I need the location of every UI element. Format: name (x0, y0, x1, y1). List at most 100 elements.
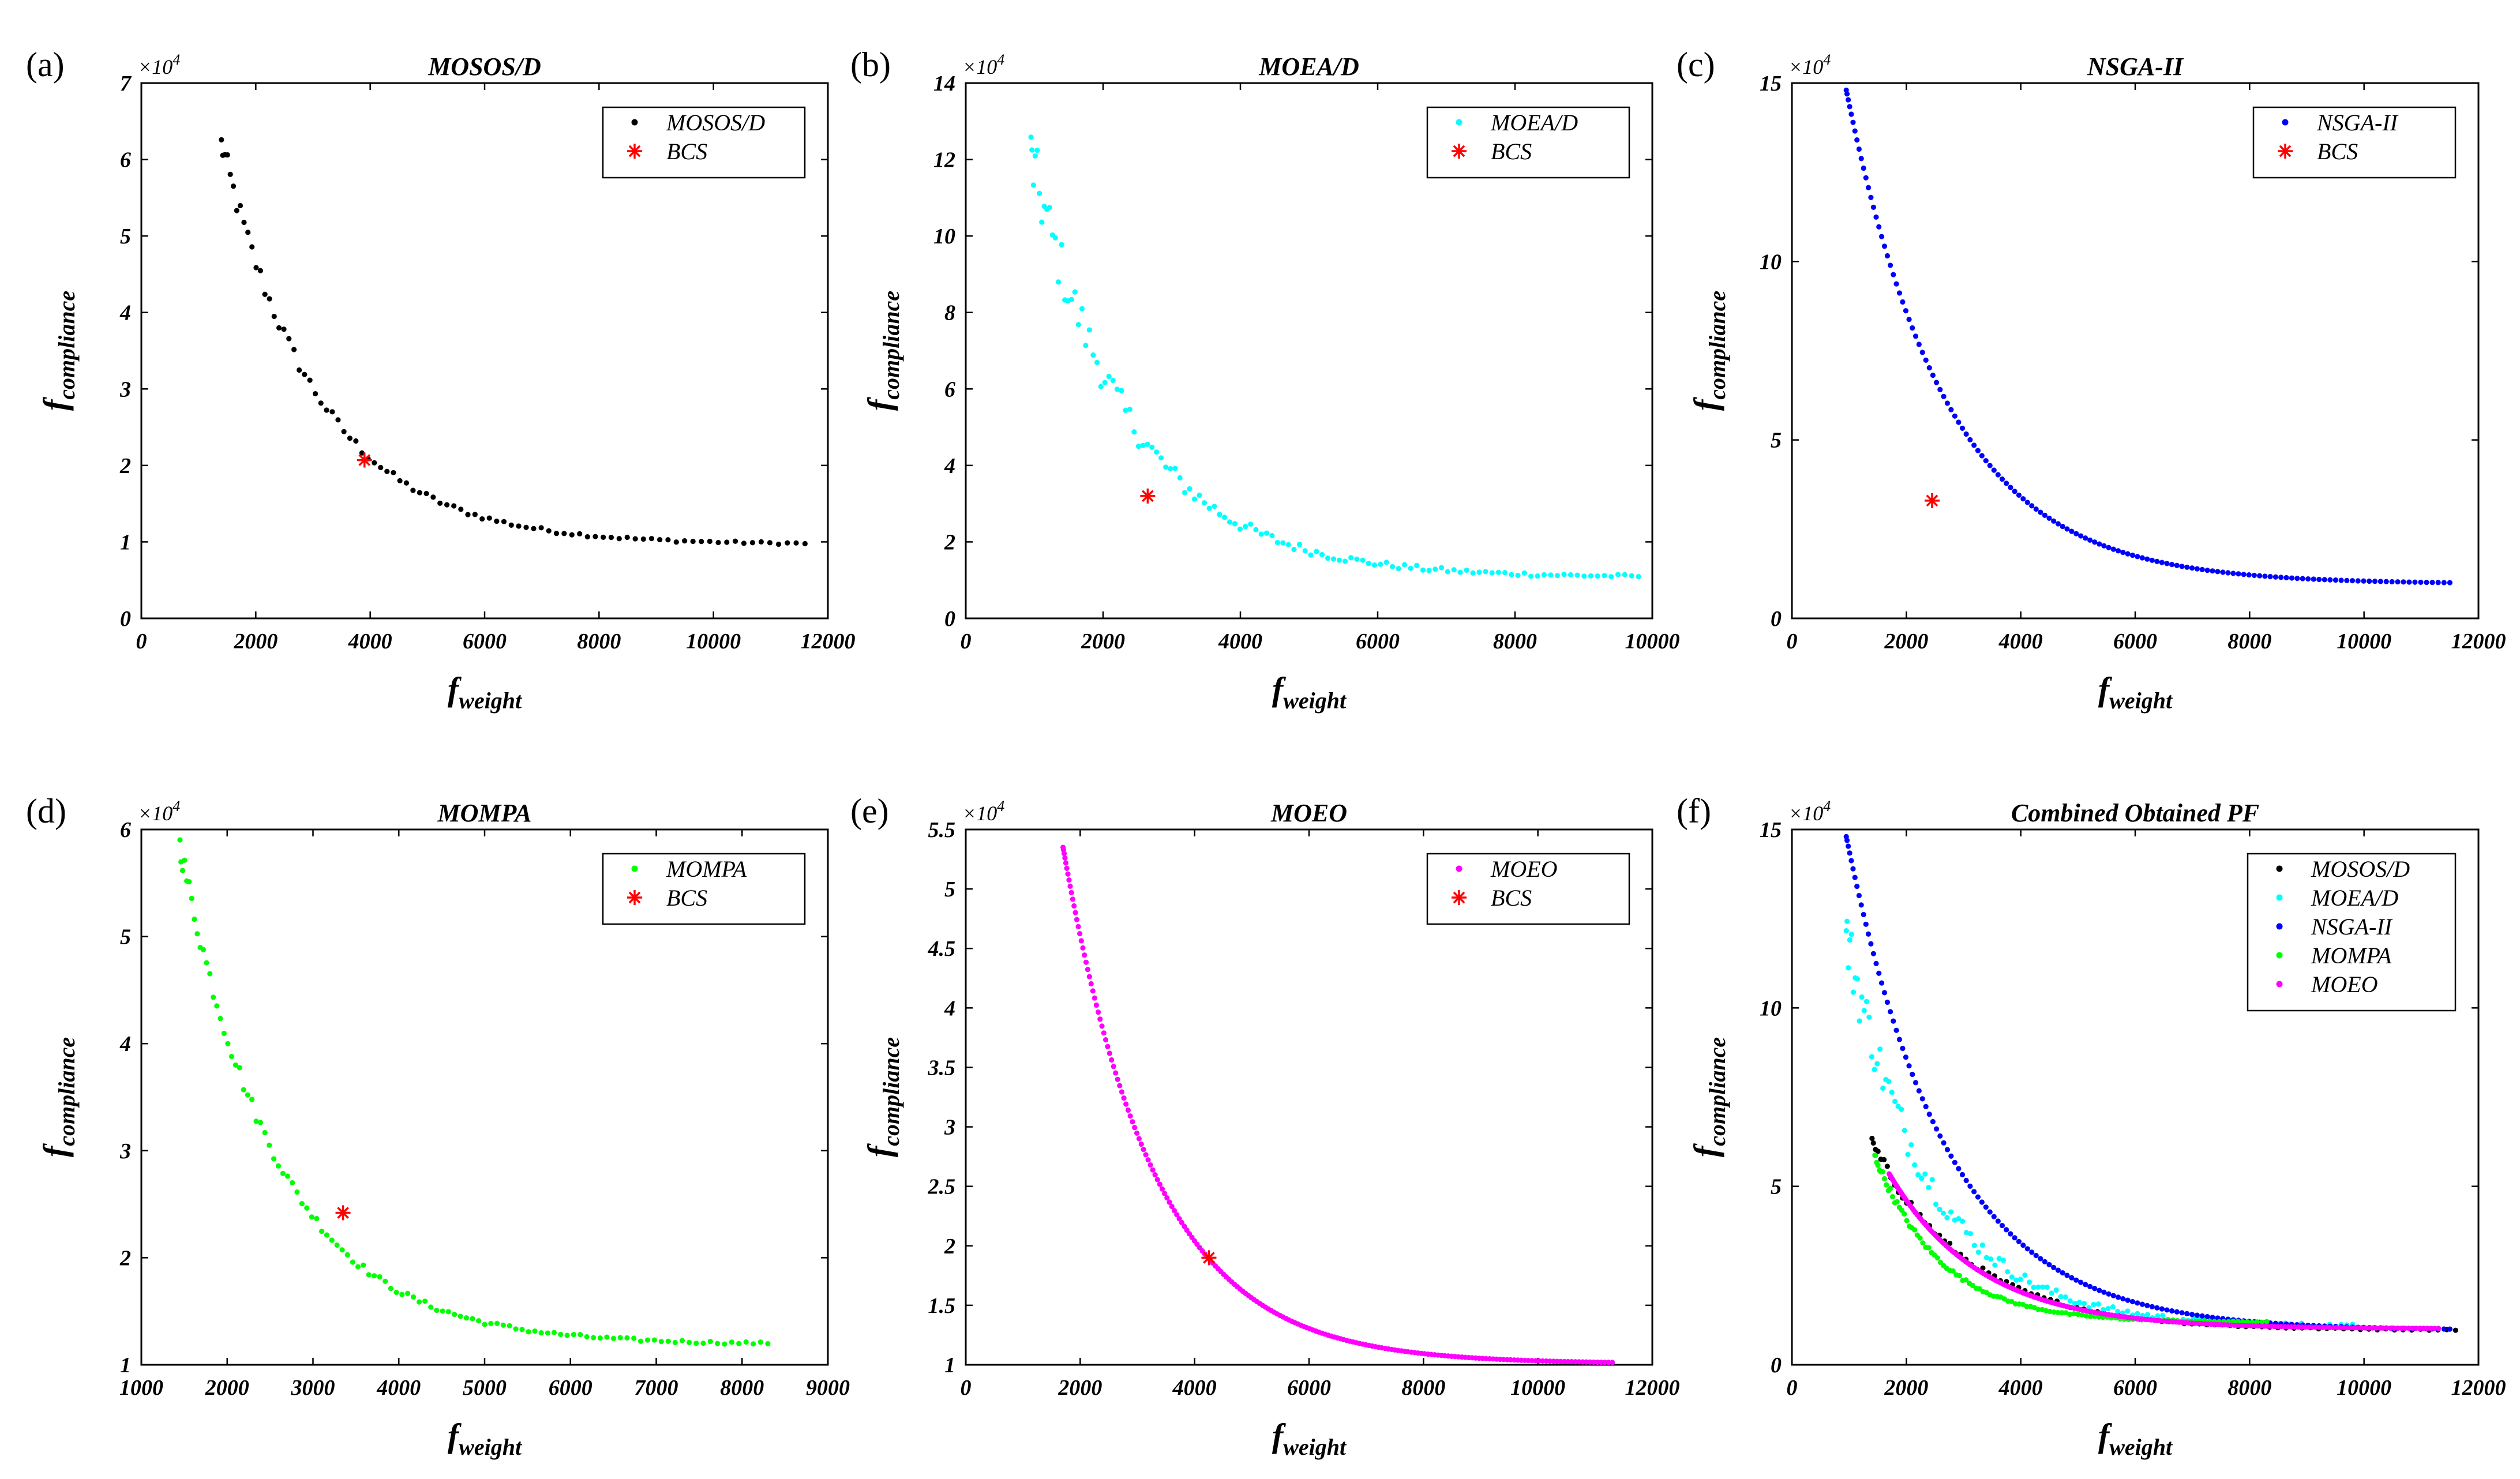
data-point (765, 1341, 771, 1347)
data-point (2000, 1257, 2007, 1263)
data-point (437, 500, 443, 506)
y-axis-label-sub: compliance (1704, 1037, 1730, 1146)
data-point (2031, 1285, 2037, 1290)
data-point (1354, 556, 1360, 562)
data-point (1457, 569, 1463, 575)
data-point (179, 868, 186, 873)
data-point (465, 512, 471, 517)
data-point (1164, 1195, 1170, 1201)
data-point (214, 1003, 220, 1009)
data-point (1856, 146, 1862, 152)
data-point (2344, 577, 2350, 583)
data-point (1414, 562, 1420, 568)
y-multiplier: ×104 (138, 51, 180, 78)
data-point (2129, 552, 2136, 558)
data-point (1856, 892, 1862, 899)
series-mompa (177, 837, 771, 1347)
data-point (624, 1335, 630, 1341)
data-point (1952, 1159, 1957, 1165)
x-tick-label: 1000 (119, 1376, 163, 1400)
data-point (2194, 1312, 2200, 1318)
y-tick-label: 4.5 (928, 937, 956, 961)
y-multiplier: ×104 (1788, 51, 1831, 78)
data-point (2174, 562, 2180, 568)
y-tick-label: 5 (120, 224, 131, 249)
x-axis-label: fweight (2098, 1417, 2173, 1460)
data-point (1314, 549, 1319, 554)
legend-entry: NSGA-II (2311, 914, 2393, 940)
data-point (2022, 1272, 2028, 1278)
data-point (2398, 1325, 2405, 1331)
data-point (463, 1315, 470, 1321)
data-point (1941, 1140, 1947, 1146)
y-tick-label: 5 (944, 877, 955, 902)
data-point (1269, 532, 1275, 539)
data-point (275, 1163, 282, 1169)
data-point (353, 438, 359, 444)
data-point (2220, 569, 2226, 575)
data-point (1438, 565, 1445, 570)
data-point (707, 1338, 713, 1345)
data-point (2009, 1274, 2015, 1280)
data-point (1887, 1009, 1893, 1015)
data-point (1047, 205, 1052, 211)
data-point (245, 1092, 250, 1098)
data-point (2075, 1311, 2081, 1317)
data-point (1232, 521, 1238, 527)
data-point (2033, 506, 2039, 512)
data-point (1274, 539, 1280, 546)
data-point (241, 219, 247, 226)
data-point (1308, 552, 1314, 558)
data-point (2135, 554, 2140, 560)
y-tick-label: 15 (1760, 818, 1782, 842)
data-point (1988, 1256, 1994, 1262)
data-point (207, 971, 213, 977)
data-point (531, 525, 537, 531)
data-point (1941, 393, 1947, 399)
bcs-star-point (335, 1205, 351, 1221)
data-point (1940, 1210, 1947, 1216)
data-point (608, 535, 614, 540)
series-bcs (357, 452, 372, 468)
data-point (1881, 990, 1888, 996)
data-point (2038, 1256, 2043, 1262)
data-point (2389, 579, 2395, 585)
legend-dot-marker (1456, 865, 1462, 872)
data-point (1162, 1191, 1168, 1196)
x-axis-label: fweight (1272, 1417, 1347, 1460)
data-point (355, 1264, 361, 1270)
data-point (1878, 234, 1885, 239)
x-axis-label: fweight (1272, 670, 1347, 714)
data-point (2164, 561, 2170, 566)
data-point (1910, 325, 1915, 331)
data-point (291, 347, 297, 352)
data-point (1083, 959, 1089, 965)
data-point (545, 1330, 550, 1336)
plot-area (1843, 87, 2453, 585)
data-point (1956, 1166, 1962, 1172)
bcs-star-point (357, 452, 372, 468)
data-point (217, 1015, 223, 1022)
data-point (1029, 147, 1035, 153)
data-point (2372, 579, 2378, 584)
data-point (1923, 357, 1929, 363)
legend-entry: MOSOS/D (2311, 856, 2410, 882)
data-point (1111, 1064, 1116, 1069)
data-point (1182, 1223, 1187, 1229)
data-point (1066, 877, 1072, 883)
data-point (1034, 147, 1040, 153)
data-point (307, 377, 313, 383)
data-point (2020, 1242, 2026, 1248)
data-point (1873, 1153, 1878, 1158)
data-point (1929, 1177, 1935, 1183)
legend-entry: BCS (666, 885, 707, 911)
data-point (1085, 967, 1090, 973)
x-tick-label: 0 (136, 629, 147, 654)
data-point (2174, 1309, 2180, 1315)
data-point (624, 534, 630, 540)
data-point (1074, 917, 1080, 922)
data-point (2067, 1311, 2073, 1317)
data-point (1971, 1242, 1977, 1248)
